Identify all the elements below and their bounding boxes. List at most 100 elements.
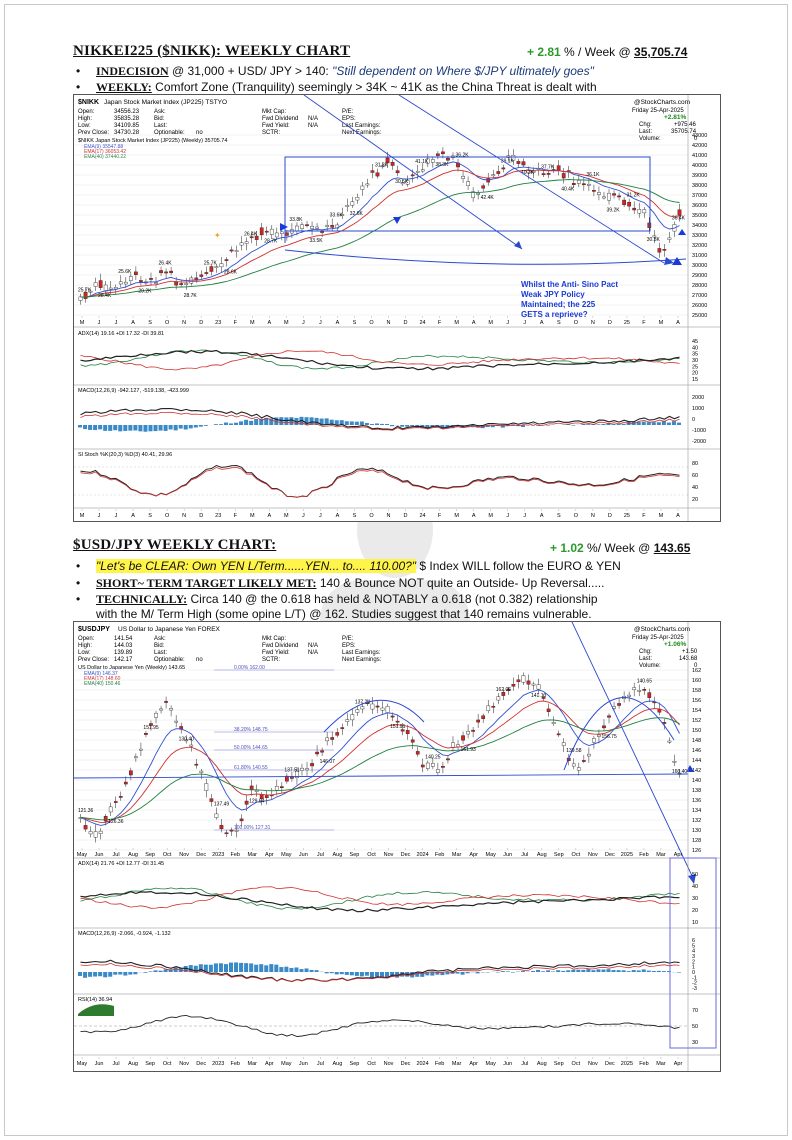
price-label: 156.75 xyxy=(601,734,617,740)
candle-body xyxy=(98,280,103,288)
price-label: 141.13 xyxy=(531,693,547,699)
y-tick-label: 144 xyxy=(692,758,701,764)
macd-histogram-bar xyxy=(163,425,168,431)
y-tick-label: 25 xyxy=(692,364,698,370)
macd-histogram-bar xyxy=(586,969,591,972)
svg-text:Mkt Cap:: Mkt Cap: xyxy=(262,109,286,115)
macd-histogram-bar xyxy=(531,425,536,426)
y-tick-label: 10 xyxy=(692,920,698,926)
svg-text:no: no xyxy=(196,130,203,136)
price-label: 30.8K xyxy=(647,237,661,243)
x-tick-label: Feb xyxy=(435,852,444,858)
macd-histogram-bar xyxy=(364,422,369,425)
candle-body xyxy=(219,263,224,268)
x-tick-label: A xyxy=(267,320,271,326)
x-tick-label: 24 xyxy=(420,320,426,326)
candle-body xyxy=(526,680,531,685)
macd-histogram-bar xyxy=(656,970,661,972)
candle-body xyxy=(345,205,350,207)
chart-change: +975.46 xyxy=(674,122,697,128)
candle-body xyxy=(350,201,355,206)
price-y-axis: 43000 42000 41000 40000 39000 38000 37000 36000… xyxy=(692,133,707,319)
candle-body xyxy=(546,708,551,712)
bullet-text: $ Index WILL follow the EURO & YEN xyxy=(416,559,621,573)
x-tick-label: J xyxy=(506,320,509,326)
price-label: 36.2K xyxy=(456,153,470,159)
y-tick-label: 4 xyxy=(692,949,695,955)
macd-histogram-bar xyxy=(596,969,601,972)
x-tick-label: J xyxy=(302,513,305,519)
signal-line xyxy=(80,411,680,431)
price-label: 130.40 xyxy=(179,737,195,743)
price-label: 137.24 xyxy=(355,699,371,705)
x-tick-label: Dec xyxy=(196,1061,206,1067)
macd-histogram-bar xyxy=(173,425,178,431)
macd-histogram-bar xyxy=(274,964,279,972)
macd-histogram-bar xyxy=(621,970,626,972)
y-tick-label: 60 xyxy=(692,473,698,479)
macd-histogram-bar xyxy=(244,963,249,972)
candle-body xyxy=(194,763,199,766)
macd-histogram-bar xyxy=(440,425,445,429)
legend-ema40: EMA(40) 37440.22 xyxy=(84,154,126,160)
svg-text:High:: High: xyxy=(78,116,92,122)
candle-body xyxy=(88,290,93,293)
x-tick-label: Oct xyxy=(572,852,581,858)
y-tick-label: 37000 xyxy=(692,193,707,199)
x-tick-label: S xyxy=(148,513,152,519)
x-tick-label: Apr xyxy=(469,852,478,858)
candle-body xyxy=(254,790,259,792)
candle-body xyxy=(597,734,601,737)
arrow-down-icon xyxy=(393,217,401,224)
macd-histogram-bar xyxy=(213,963,218,972)
highlight-box xyxy=(669,857,717,1049)
candle-body xyxy=(592,738,596,743)
fib-label: 50.00% 144.65 xyxy=(234,745,268,751)
x-tick-label: Dec xyxy=(605,1061,615,1067)
price-label: 137.51 xyxy=(284,767,300,773)
macd-histogram-bar xyxy=(566,424,571,425)
y-tick-label: 27000 xyxy=(692,293,707,299)
macd-histogram-bar xyxy=(425,425,430,428)
candle-body xyxy=(516,161,521,164)
x-tick-label: May xyxy=(485,1061,496,1067)
ohlc-high: 35835.28 xyxy=(114,116,140,122)
bullet-text: Comfort Zone (Tranquility) seemingly > 3… xyxy=(151,80,597,94)
usdjpy-weekly-change: + 1.02 %/ Week @ 143.65 xyxy=(550,541,690,555)
macd-histogram-bar xyxy=(284,417,289,425)
svg-text:Chg:: Chg: xyxy=(639,122,652,128)
ema17-line xyxy=(80,169,680,298)
candle-body xyxy=(632,207,637,211)
svg-text:Whilst the Anti- Sino Pact: Whilst the Anti- Sino Pact xyxy=(521,280,618,289)
y-tick-label: 42000 xyxy=(692,143,707,149)
candle-body xyxy=(134,271,138,275)
x-tick-label: Apr xyxy=(674,1061,683,1067)
candle-body xyxy=(400,182,405,185)
bullet-quote: "Let's be CLEAR: Own YEN L/Term......YEN… xyxy=(96,559,417,573)
price-label: 28.4K xyxy=(98,293,112,299)
macd-histogram-bar xyxy=(374,972,379,977)
usdjpy-last-value: 143.65 xyxy=(653,541,691,555)
macd-histogram-bar xyxy=(676,422,681,425)
macd-histogram-bar xyxy=(631,970,636,972)
x-tick-label: Sep xyxy=(145,1061,155,1067)
y-tick-label: 29000 xyxy=(692,273,707,279)
y-tick-label: 5 xyxy=(692,943,695,949)
candle-body xyxy=(113,801,118,803)
macd-histogram-bar xyxy=(591,970,596,972)
candle-body xyxy=(511,154,516,161)
macd-histogram-bar xyxy=(334,420,339,425)
candle-body xyxy=(667,237,672,240)
macd-histogram-bar xyxy=(249,963,254,972)
consolidation-box xyxy=(284,156,651,232)
macd-histogram-bar xyxy=(656,422,661,425)
x-tick-label: Nov xyxy=(588,1061,598,1067)
candle-body xyxy=(481,715,486,719)
nikkei-bullet-weekly: WEEKLY: Comfort Zone (Tranquility) seemi… xyxy=(76,80,597,95)
price-label: 28.7K xyxy=(264,239,278,245)
support-arc xyxy=(284,249,687,265)
x-tick-label: 2023 xyxy=(212,852,224,858)
chart-volume: 0 xyxy=(694,663,698,669)
candle-body xyxy=(310,226,314,229)
x-tick-label: 2024 xyxy=(416,1061,428,1067)
